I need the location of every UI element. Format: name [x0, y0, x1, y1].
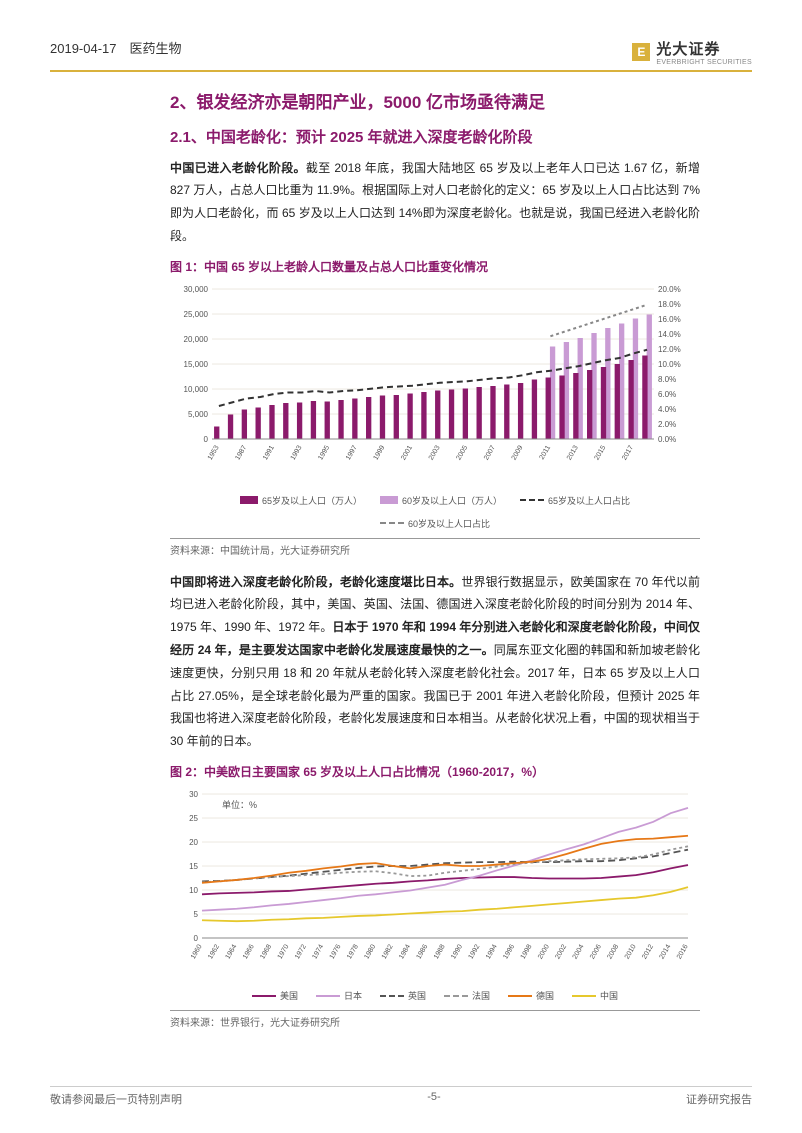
- source-1: 资料来源：中国统计局，光大证券研究所: [170, 538, 700, 557]
- header-date-dept: 2019-04-17 医药生物: [50, 38, 182, 57]
- chart2-svg: 051015202530单位：%196019621964196619681970…: [170, 786, 700, 976]
- chart1-container: 0 5,000 10,000 15,000 20,000 25,000 30,000 0.0%…: [170, 281, 700, 534]
- footer-center: -5-: [427, 1091, 440, 1107]
- svg-text:4.0%: 4.0%: [658, 405, 676, 414]
- svg-text:5: 5: [194, 910, 199, 919]
- svg-text:10.0%: 10.0%: [658, 360, 681, 369]
- p2-b: 同属东亚文化圈的韩国和新加坡老龄化速度更快，分别只用 18 和 20 年就从老龄…: [170, 643, 700, 748]
- svg-text:25,000: 25,000: [184, 310, 209, 319]
- page-header: 2019-04-17 医药生物 E 光大证券 EVERBRIGHT SECURI…: [50, 38, 752, 72]
- svg-text:20: 20: [189, 838, 198, 847]
- source-2: 资料来源：世界银行，光大证券研究所: [170, 1010, 700, 1029]
- paragraph-2: 中国即将进入深度老龄化阶段，老龄化速度堪比日本。世界银行数据显示，欧美国家在 7…: [170, 571, 700, 753]
- svg-text:8.0%: 8.0%: [658, 375, 676, 384]
- figure1-title: 图 1：中国 65 岁以上老龄人口数量及占总人口比重变化情况: [170, 258, 700, 275]
- svg-text:5,000: 5,000: [188, 410, 209, 419]
- svg-text:单位：%: 单位：%: [222, 799, 257, 810]
- svg-text:15: 15: [189, 862, 198, 871]
- svg-text:20,000: 20,000: [184, 335, 209, 344]
- svg-text:16.0%: 16.0%: [658, 315, 681, 324]
- heading-1: 2、银发经济亦是朝阳产业，5000 亿市场亟待满足: [170, 90, 700, 116]
- svg-text:14.0%: 14.0%: [658, 330, 681, 339]
- svg-text:6.0%: 6.0%: [658, 390, 676, 399]
- chart1-svg: 0 5,000 10,000 15,000 20,000 25,000 30,000 0.0%…: [170, 281, 700, 481]
- svg-text:20.0%: 20.0%: [658, 285, 681, 294]
- page-footer: 敬请参阅最后一页特别声明 -5- 证券研究报告: [50, 1086, 752, 1107]
- paragraph-1: 中国已进入老龄化阶段。截至 2018 年底，我国大陆地区 65 岁及以上老年人口…: [170, 157, 700, 248]
- svg-text:25: 25: [189, 814, 198, 823]
- svg-text:0: 0: [194, 934, 199, 943]
- figure2-title: 图 2：中美欧日主要国家 65 岁及以上人口占比情况（1960-2017，%）: [170, 763, 700, 780]
- svg-text:30: 30: [189, 790, 198, 799]
- p1-lead: 中国已进入老龄化阶段。: [170, 161, 306, 175]
- footer-right: 证券研究报告: [686, 1091, 752, 1107]
- svg-text:12.0%: 12.0%: [658, 345, 681, 354]
- main-content: 2、银发经济亦是朝阳产业，5000 亿市场亟待满足 2.1、中国老龄化：预计 2…: [170, 90, 700, 1029]
- chart2-container: 051015202530单位：%196019621964196619681970…: [170, 786, 700, 1006]
- header-logo: E 光大证券 EVERBRIGHT SECURITIES: [632, 38, 752, 66]
- p2-lead: 中国即将进入深度老龄化阶段，老龄化速度堪比日本。: [170, 575, 461, 589]
- logo-icon: E: [632, 43, 650, 61]
- svg-text:10,000: 10,000: [184, 385, 209, 394]
- logo-company-cn: 光大证券: [656, 38, 752, 59]
- svg-text:30,000: 30,000: [184, 285, 209, 294]
- svg-text:15,000: 15,000: [184, 360, 209, 369]
- logo-company-en: EVERBRIGHT SECURITIES: [656, 59, 752, 66]
- svg-text:10: 10: [189, 886, 198, 895]
- svg-text:18.0%: 18.0%: [658, 300, 681, 309]
- footer-left: 敬请参阅最后一页特别声明: [50, 1091, 182, 1107]
- chart2-legend: 美国日本英国法国德国中国: [170, 985, 700, 1006]
- chart1-legend: 65岁及以上人口（万人）60岁及以上人口（万人）65岁及以上人口占比60岁及以上…: [170, 490, 700, 534]
- svg-text:2.0%: 2.0%: [658, 420, 676, 429]
- svg-text:0.0%: 0.0%: [658, 435, 676, 444]
- svg-text:0: 0: [204, 435, 209, 444]
- heading-2: 2.1、中国老龄化：预计 2025 年就进入深度老龄化阶段: [170, 126, 700, 147]
